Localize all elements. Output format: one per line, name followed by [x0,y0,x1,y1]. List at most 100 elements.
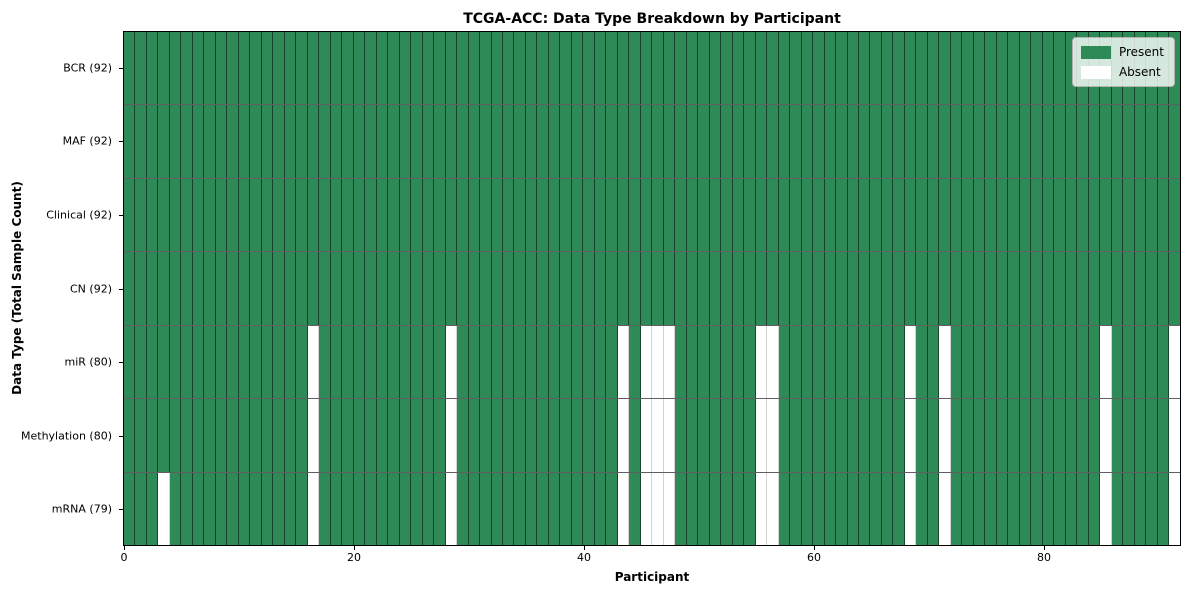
heatmap-cell [365,252,377,325]
heatmap-cell [813,252,825,325]
heatmap-cell [640,399,653,472]
heatmap-cell [1134,105,1147,178]
heatmap-cell [135,105,147,178]
heatmap-cell [1008,472,1020,545]
heatmap-cell [675,399,687,472]
heatmap-cell [181,252,193,325]
heatmap-cell [502,252,515,325]
heatmap-cell [698,325,710,399]
heatmap-cell [1019,325,1032,399]
heatmap-cell [985,252,997,325]
heatmap-cell [1054,32,1066,105]
heatmap-cell [1042,472,1055,545]
heatmap-cell [353,472,366,545]
heatmap-cell [204,472,216,545]
heatmap-cell [192,325,205,399]
y-tick-mark [119,435,123,437]
heatmap-cell [744,178,756,252]
heatmap-cell [215,178,228,252]
heatmap-cell [296,105,308,178]
heatmap-cell [434,399,446,472]
heatmap-cell [319,32,331,105]
heatmap-cell [732,472,745,545]
heatmap-cell [824,325,837,399]
heatmap-cell [365,472,377,545]
heatmap-cell [583,472,595,545]
heatmap-cell [870,472,882,545]
heatmap-cell [445,252,458,325]
x-tick-mark [584,546,585,550]
heatmap-cell [560,399,572,472]
heatmap-cell [192,252,205,325]
heatmap-cell [950,472,963,545]
x-tick-mark [1044,546,1045,550]
heatmap-cell [652,472,664,545]
heatmap-cell [1054,252,1066,325]
heatmap-cell [296,399,308,472]
heatmap-cell [790,32,802,105]
heatmap-cell [146,399,159,472]
x-tick-label: 0 [120,551,128,564]
heatmap-cell [973,399,986,472]
heatmap-cell [548,178,561,252]
y-tick-mark [119,67,123,69]
heatmap-cell [663,178,676,252]
heatmap-cell [480,252,492,325]
heatmap-cell [227,178,239,252]
heatmap-cell [192,399,205,472]
heatmap-cell [525,399,538,472]
heatmap-cell [1123,105,1135,178]
heatmap-cell [767,252,779,325]
heatmap-cell [939,399,951,472]
heatmap-cell [594,178,607,252]
heatmap-cell [158,472,170,545]
heatmap-cell [721,399,733,472]
heatmap-cell [836,32,848,105]
heatmap-cell [1019,32,1032,105]
heatmap-cell [1042,325,1055,399]
heatmap-cell [169,32,182,105]
heatmap-cell [824,399,837,472]
heatmap-cell [950,32,963,105]
heatmap-cell [1111,105,1124,178]
heatmap-cell [1042,32,1055,105]
heatmap-cell [468,325,481,399]
heatmap-cell [1123,252,1135,325]
heatmap-cell [962,472,974,545]
heatmap-cell [468,178,481,252]
heatmap-cell [985,32,997,105]
heatmap-cell [353,32,366,105]
y-tick-mark [119,141,123,143]
heatmap-cell [1169,178,1180,252]
heatmap-cell [273,472,285,545]
heatmap-cell [663,325,676,399]
heatmap-cell [904,325,917,399]
heatmap-cell [514,399,526,472]
heatmap-cell [135,472,147,545]
heatmap-cell [548,472,561,545]
heatmap-cell [801,399,814,472]
heatmap-cell [1111,252,1124,325]
heatmap-cell [721,325,733,399]
x-tick-mark [354,546,355,550]
heatmap-cell [376,178,389,252]
heatmap-cell [238,252,251,325]
heatmap-cell [709,399,722,472]
heatmap-cell [732,32,745,105]
heatmap-cell [525,252,538,325]
heatmap-cell [698,32,710,105]
heatmap-cell [135,252,147,325]
heatmap-cell [250,399,262,472]
heatmap-cell [675,252,687,325]
heatmap-cell [365,105,377,178]
heatmap-cell [411,32,423,105]
heatmap-cell [491,472,503,545]
heatmap-cell [1157,325,1170,399]
heatmap-cell [169,178,182,252]
heatmap-cell [537,32,549,105]
heatmap-cell [457,105,469,178]
heatmap-cell [663,105,676,178]
heatmap-cell [480,325,492,399]
heatmap-cell [663,32,676,105]
heatmap-cell [1111,472,1124,545]
